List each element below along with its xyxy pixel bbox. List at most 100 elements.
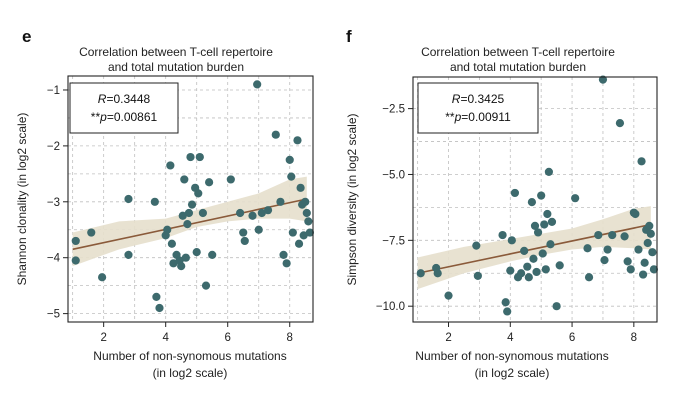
data-point (302, 208, 311, 218)
correlation-r: R=0.3425 (452, 92, 505, 106)
chart-title-line-2: and total mutation burden (108, 60, 244, 74)
data-point (304, 217, 313, 226)
y-tick-label: −3 (47, 197, 60, 209)
data-point (433, 269, 442, 278)
data-point (299, 231, 308, 240)
data-point (305, 228, 314, 237)
panel-f: f Correlation between T-cell repertoirean… (345, 27, 659, 380)
data-point (623, 257, 632, 266)
data-point (296, 183, 305, 192)
data-point (527, 198, 537, 207)
data-point (472, 241, 481, 250)
data-point (646, 229, 655, 238)
data-point (615, 119, 625, 128)
r-symbol: R (98, 92, 107, 106)
data-point (240, 236, 249, 246)
y-tick-label: −5 (47, 309, 60, 321)
data-point (271, 130, 280, 139)
data-point (71, 256, 80, 265)
data-point (583, 244, 592, 253)
data-point (208, 250, 217, 260)
data-point (198, 208, 208, 218)
data-point (263, 206, 273, 215)
y-axis-label: Simpson diversity (in log2 scale) (345, 113, 359, 285)
data-point (634, 245, 643, 254)
data-point (498, 230, 507, 240)
y-tick-label: −5.0 (382, 169, 405, 181)
data-point (98, 273, 107, 282)
data-point (166, 161, 175, 170)
data-point (600, 255, 609, 265)
y-tick-label: −2 (47, 141, 60, 153)
p-number: =0.00911 (461, 110, 511, 124)
stats-box (69, 82, 179, 134)
data-point (546, 240, 555, 249)
data-point (501, 298, 510, 307)
data-point (620, 232, 629, 241)
x-axis-label-line-2: (in log2 scale) (475, 366, 550, 380)
data-point (631, 209, 640, 219)
plot-frame (412, 76, 658, 323)
r-symbol: R (452, 92, 461, 106)
data-point (506, 266, 515, 275)
data-point (648, 248, 657, 257)
chart-title-line-1: Correlation between T-cell repertoire (421, 45, 615, 59)
data-point (301, 197, 310, 206)
data-point (529, 254, 538, 263)
data-point (507, 236, 516, 245)
data-point (555, 261, 564, 270)
p-symbol: p (99, 110, 107, 124)
data-point (524, 273, 533, 282)
data-point (637, 157, 646, 166)
data-point (169, 259, 178, 268)
panel-e: e Correlation between T-cell repertoirean… (15, 27, 314, 380)
data-point (503, 307, 512, 316)
p-symbol: p (454, 110, 462, 124)
data-point (537, 191, 546, 200)
stats-box (417, 82, 539, 134)
data-point (293, 136, 302, 145)
confidence-band (417, 206, 651, 290)
data-point (541, 265, 550, 274)
data-point (155, 303, 164, 313)
data-point (279, 250, 288, 260)
chart-title-line-2: and total mutation burden (450, 60, 586, 74)
data-point (603, 245, 612, 254)
data-point (287, 172, 296, 181)
y-axis-label: Shannon clonality (in log2 scale) (15, 113, 29, 286)
data-point (552, 302, 561, 311)
p-stars: ** (445, 110, 455, 124)
data-point (152, 292, 161, 301)
data-point (163, 225, 172, 234)
data-point (294, 239, 304, 248)
data-point (285, 155, 294, 164)
x-tick-label: 6 (569, 332, 575, 344)
data-point (547, 217, 557, 226)
data-point (571, 194, 580, 203)
data-point (643, 238, 652, 248)
data-point (201, 281, 211, 290)
correlation-r: R=0.3448 (98, 92, 151, 106)
data-point (181, 253, 190, 262)
data-point (288, 228, 297, 237)
data-point (520, 246, 529, 255)
data-point (594, 230, 603, 240)
p-value: **p=0.00861 (91, 110, 158, 124)
x-tick-label: 2 (445, 332, 451, 344)
panel-letter: f (346, 27, 352, 46)
x-tick-label: 8 (287, 332, 293, 344)
data-point (543, 209, 552, 219)
x-tick-label: 4 (507, 332, 514, 344)
data-point (236, 208, 245, 218)
data-point (187, 200, 197, 209)
data-point (71, 236, 80, 246)
data-point (532, 267, 541, 277)
data-point (517, 269, 526, 278)
data-point (178, 211, 187, 220)
y-tick-label: −10.0 (376, 301, 405, 313)
data-point (608, 230, 617, 240)
x-tick-label: 8 (631, 332, 637, 344)
data-point (598, 75, 608, 84)
data-point (510, 188, 520, 198)
p-value: **p=0.00911 (445, 110, 511, 124)
